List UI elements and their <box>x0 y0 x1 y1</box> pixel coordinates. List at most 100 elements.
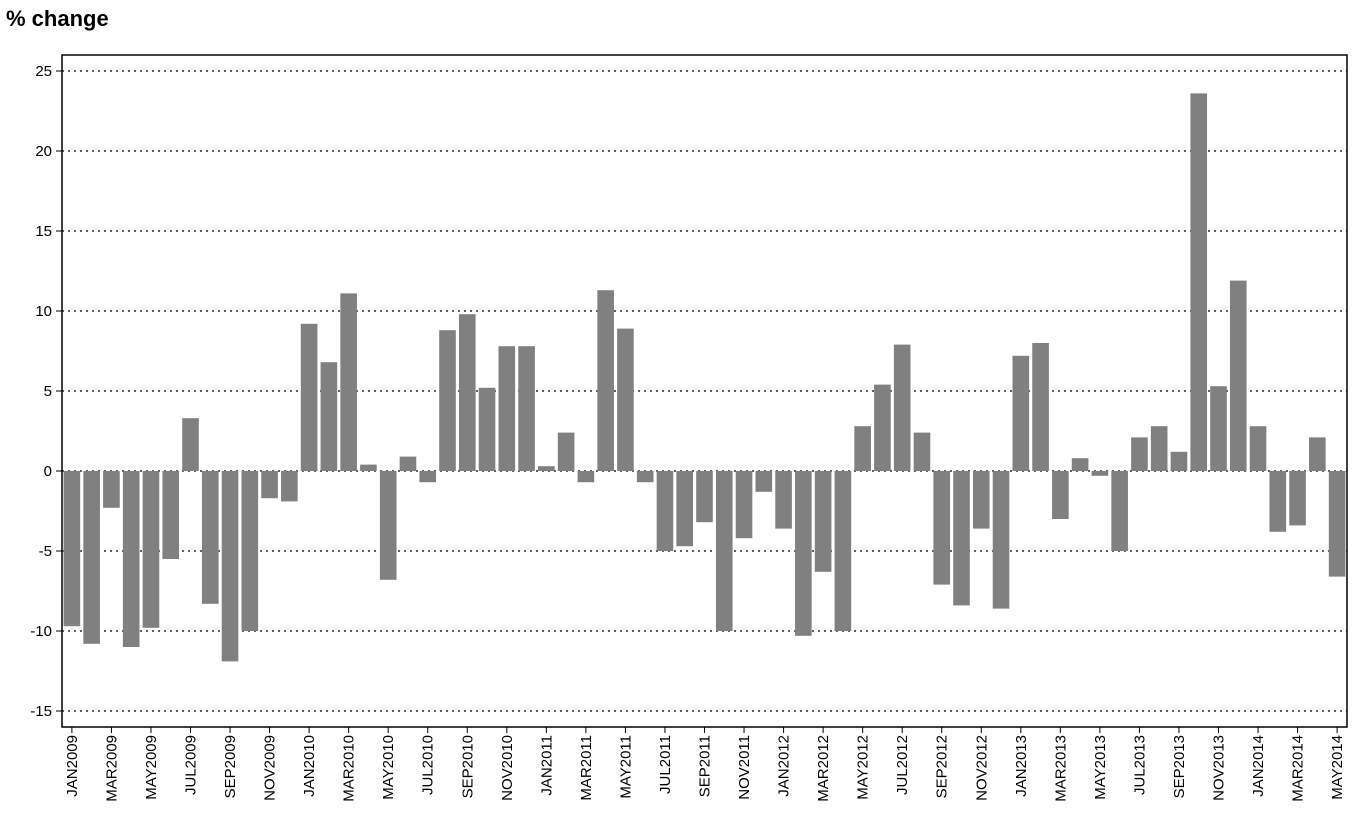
bar-may2010 <box>379 471 397 580</box>
bar-dec2010 <box>518 346 535 471</box>
y-tick-label: -10 <box>30 623 52 640</box>
bar-mar2010 <box>340 293 357 471</box>
x-axis-ticks: JAN2009 MAR2009 MAY2009 JUL2009 SEP2009 NOV20… <box>64 727 1346 802</box>
x-tick-label: MAR2009 <box>103 735 120 802</box>
bar-aug2009 <box>201 471 219 604</box>
bar-jan2013 <box>1012 355 1030 471</box>
bar-aug2010 <box>439 330 456 471</box>
bar-jun2009 <box>162 471 180 559</box>
bar-jul2013 <box>1131 437 1148 471</box>
bar-mar2014 <box>1289 471 1306 526</box>
x-tick-label: JAN2014 <box>1250 735 1267 797</box>
y-tick-label: -5 <box>39 543 52 560</box>
x-tick-label: JUL2010 <box>420 735 437 795</box>
y-axis-label: % change <box>6 6 109 31</box>
bar-apr2009 <box>122 471 140 647</box>
bars <box>63 93 1346 662</box>
x-tick-label: SEP2009 <box>222 735 239 798</box>
bar-oct2010 <box>478 387 496 471</box>
x-tick-label: JUL2012 <box>894 735 911 795</box>
bar-may2012 <box>854 426 871 471</box>
x-tick-label: MAY2011 <box>617 735 634 799</box>
bar-dec2009 <box>281 471 298 502</box>
bar-mar2011 <box>577 471 595 483</box>
bar-feb2010 <box>320 362 338 471</box>
y-tick-label: 10 <box>35 303 52 320</box>
x-tick-label: JAN2011 <box>538 735 555 796</box>
bar-jan2010 <box>300 323 318 471</box>
bar-jul2010 <box>419 471 437 483</box>
bar-mar2013 <box>1052 471 1069 519</box>
bar-nov2009 <box>261 471 278 499</box>
x-tick-label: MAY2010 <box>380 735 397 800</box>
bar-oct2009 <box>241 471 259 631</box>
bar-jul2012 <box>893 344 911 471</box>
x-tick-label: MAY2013 <box>1092 735 1109 800</box>
y-axis-ticks: -15 -10 -5 0 5 10 15 20 25 <box>30 63 62 720</box>
bar-nov2011 <box>735 471 753 539</box>
x-tick-label: MAR2014 <box>1290 735 1307 802</box>
bar-oct2012 <box>953 471 970 606</box>
bar-sep2013 <box>1170 451 1188 471</box>
bar-may2009 <box>142 471 160 628</box>
x-tick-label: MAR2013 <box>1052 735 1069 802</box>
bar-feb2014 <box>1269 471 1287 532</box>
y-tick-label: 25 <box>35 63 52 80</box>
bar-sep2010 <box>458 314 476 471</box>
bar-dec2011 <box>755 471 773 492</box>
x-tick-label: MAY2014 <box>1329 735 1346 800</box>
plot-frame <box>61 54 1348 728</box>
bar-nov2013 <box>1210 386 1227 471</box>
bar-aug2012 <box>913 432 931 471</box>
bar-oct2011 <box>715 471 733 631</box>
x-tick-label: NOV2010 <box>499 735 516 801</box>
bar-feb2012 <box>795 471 812 636</box>
x-tick-label: MAR2010 <box>341 735 358 802</box>
bar-sep2009 <box>221 471 239 662</box>
x-tick-label: JUL2011 <box>657 735 674 794</box>
x-tick-label: JAN2009 <box>64 735 81 797</box>
bar-dec2012 <box>992 471 1010 609</box>
x-tick-label: JAN2010 <box>301 735 318 797</box>
bar-oct2013 <box>1190 93 1208 472</box>
x-tick-label: NOV2009 <box>262 735 279 801</box>
x-tick-label: JAN2012 <box>776 735 793 797</box>
y-tick-label: -15 <box>30 703 52 720</box>
bar-apr2011 <box>597 290 614 471</box>
bar-jan2014 <box>1249 426 1267 471</box>
x-tick-label: MAY2012 <box>855 735 872 800</box>
bar-jun2010 <box>399 456 417 471</box>
bar-jan2009 <box>63 471 81 627</box>
x-tick-label: JUL2013 <box>1131 735 1148 795</box>
y-tick-label: 20 <box>35 143 52 160</box>
bar-apr2014 <box>1309 437 1326 471</box>
x-tick-label: MAY2009 <box>143 735 160 800</box>
bar-jul2011 <box>656 471 674 551</box>
bar-apr2010 <box>360 464 377 471</box>
y-tick-label: 0 <box>44 463 52 480</box>
x-tick-label: NOV2013 <box>1211 735 1228 801</box>
bar-nov2010 <box>498 346 516 471</box>
x-tick-label: MAR2011 <box>578 735 595 801</box>
bar-dec2013 <box>1229 280 1247 471</box>
bar-feb2009 <box>83 471 100 644</box>
bar-may2011 <box>617 328 634 471</box>
bar-feb2013 <box>1032 343 1049 471</box>
x-tick-label: MAR2012 <box>815 735 832 802</box>
bar-jul2009 <box>182 418 199 471</box>
bar-sep2012 <box>933 471 951 585</box>
bar-mar2012 <box>814 471 832 572</box>
bar-jun2011 <box>636 471 654 483</box>
y-tick-label: 15 <box>35 223 52 240</box>
x-tick-label: SEP2013 <box>1171 735 1188 798</box>
y-tick-label: 5 <box>44 383 52 400</box>
x-tick-label: JUL2009 <box>183 735 200 795</box>
bar-apr2013 <box>1071 458 1089 471</box>
x-tick-label: NOV2011 <box>736 735 753 800</box>
x-tick-label: SEP2011 <box>697 735 714 797</box>
bar-may2013 <box>1091 471 1109 476</box>
bar-jan2011 <box>538 466 555 471</box>
bar-mar2009 <box>103 471 120 508</box>
bar-feb2011 <box>557 432 575 471</box>
